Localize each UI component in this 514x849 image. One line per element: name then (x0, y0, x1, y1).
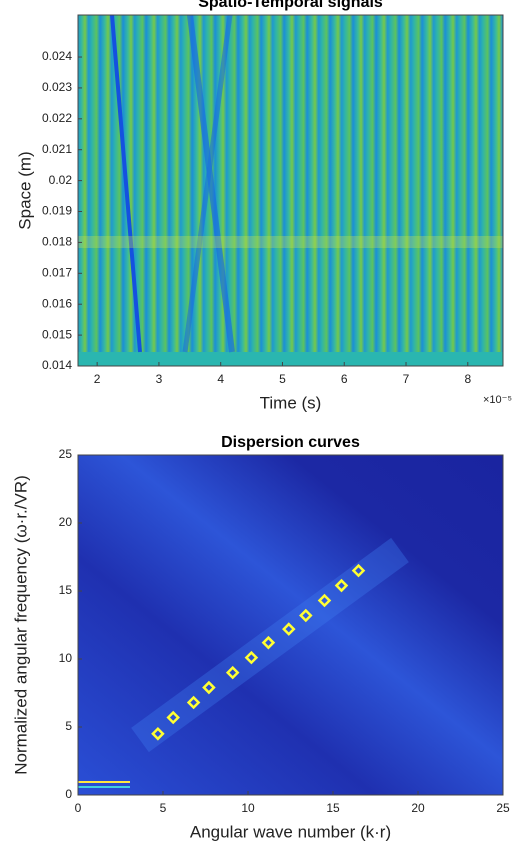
chart-title: Spatio-Temporal signals (198, 0, 383, 11)
y-tick-label: 0.019 (42, 204, 72, 218)
point (334, 578, 349, 593)
axes-box (77, 14, 504, 367)
y-axis-label: Space (m) (15, 151, 34, 229)
y-tick-label: 0.015 (42, 327, 72, 341)
point (317, 593, 332, 608)
y-tick-label: 0.024 (42, 49, 72, 63)
y-tick-label: 0 (65, 787, 72, 801)
y-tick-label: 5 (65, 719, 72, 733)
x-axis-label: Time (s) (260, 393, 322, 412)
point (151, 727, 165, 741)
y-tick-label: 0.02 (49, 173, 73, 187)
axes-box (77, 454, 504, 796)
y-tick-label: 15 (59, 583, 73, 597)
x-exponent: ×10⁻⁵ (483, 394, 512, 406)
y-tick-label: 0.014 (42, 358, 72, 372)
x-tick-label: 3 (156, 372, 163, 386)
y-tick-label: 0.021 (42, 142, 72, 156)
y-tick-label: 25 (59, 447, 73, 461)
point (186, 695, 201, 710)
point (166, 710, 180, 725)
x-tick-label: 7 (403, 372, 410, 386)
y-tick-label: 0.018 (42, 235, 72, 249)
y-tick-label: 10 (59, 651, 73, 665)
x-tick-label: 4 (217, 372, 224, 386)
y-tick-label: 0.023 (42, 80, 72, 94)
point (261, 635, 276, 650)
y-axis-label: Normalized angular frequency (ω·r./VR) (11, 475, 30, 775)
x-tick-label: 2 (94, 372, 101, 386)
x-tick-label: 15 (326, 801, 340, 815)
point (351, 563, 366, 578)
x-tick-label: 5 (160, 801, 167, 815)
y-tick-label: 0.017 (42, 265, 72, 279)
point (202, 680, 216, 695)
y-tick-label: 20 (59, 515, 73, 529)
y-tick-label: 0.022 (42, 111, 72, 125)
x-tick-label: 25 (496, 801, 510, 815)
point (244, 650, 259, 665)
chart-title: Dispersion curves (221, 434, 360, 451)
point (299, 608, 313, 623)
background-1 (78, 14, 503, 366)
x-tick-label: 8 (464, 372, 471, 386)
x-axis-label: Angular wave number (k·r) (190, 822, 391, 841)
x-tick-label: 0 (75, 801, 82, 815)
x-tick-label: 5 (279, 372, 286, 386)
x-tick-label: 20 (411, 801, 425, 815)
y-tick-label: 0.016 (42, 296, 72, 310)
x-tick-label: 6 (341, 372, 348, 386)
x-tick-label: 10 (241, 801, 255, 815)
point (225, 665, 240, 680)
point (282, 622, 296, 636)
